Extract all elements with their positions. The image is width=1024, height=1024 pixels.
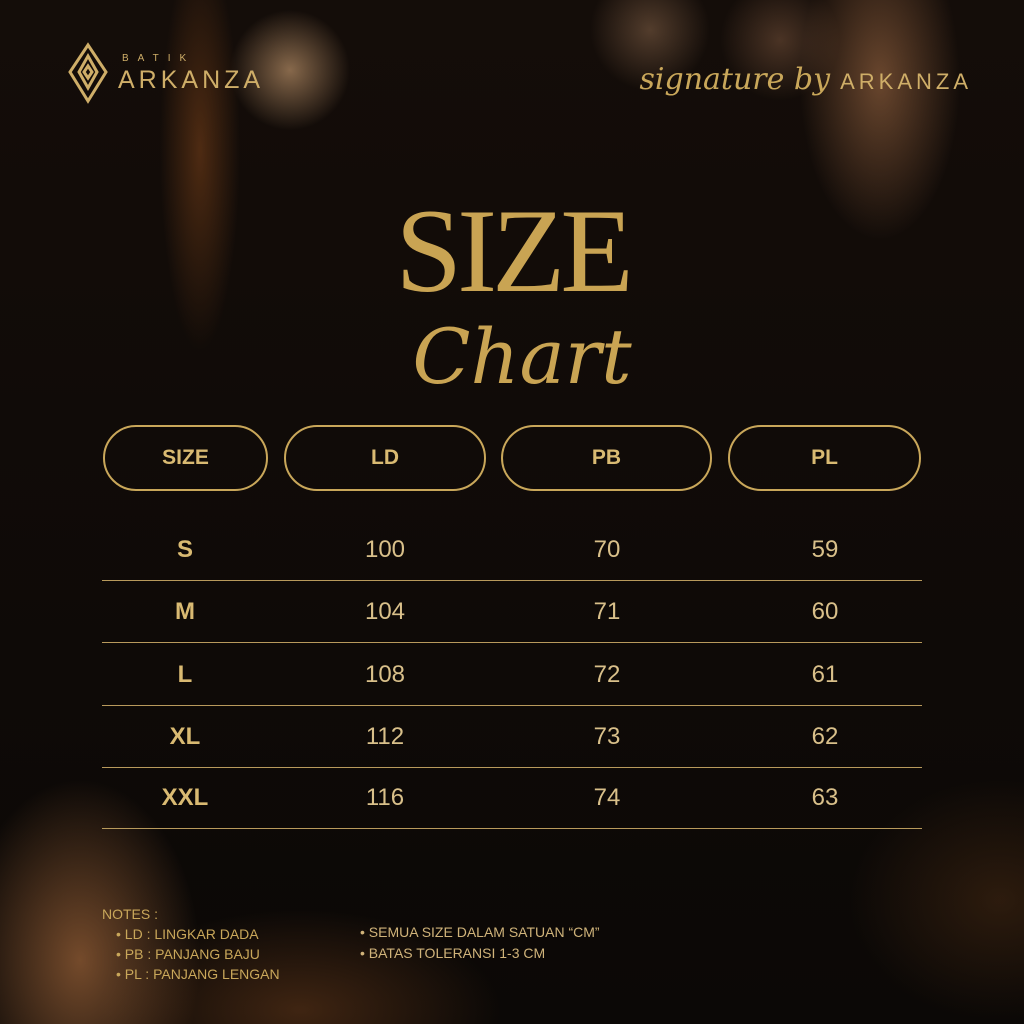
signature-name: ARKANZA <box>840 69 972 94</box>
pl-cell: 62 <box>811 723 839 750</box>
header-pb: PB <box>501 425 712 491</box>
header-ld: LD <box>284 425 486 491</box>
size-cell: XL <box>169 723 201 750</box>
pb-cell: 71 <box>593 598 621 625</box>
table-row: S 100 70 59 <box>102 520 922 581</box>
size-cell: M <box>175 598 195 625</box>
note-tolerance: BATAS TOLERANSI 1-3 CM <box>360 943 600 964</box>
table-row: XXL 116 74 63 <box>102 768 922 829</box>
header-size: SIZE <box>103 425 268 491</box>
ld-cell: 112 <box>365 723 405 750</box>
pl-cell: 61 <box>811 661 839 688</box>
note-ld: LD : LINGKAR DADA <box>116 924 280 944</box>
notes: NOTES : LD : LINGKAR DADA PB : PANJANG B… <box>102 904 280 984</box>
note-pl: PL : PANJANG LENGAN <box>116 964 280 984</box>
ld-cell: 116 <box>365 784 405 811</box>
signature: signature by ARKANZA <box>640 62 972 98</box>
brand-small: BATIK <box>122 53 196 64</box>
brand-name: ARKANZA <box>118 66 265 94</box>
ld-cell: 104 <box>364 598 406 625</box>
table-row: XL 112 73 62 <box>102 707 922 768</box>
pb-cell: 72 <box>593 661 621 688</box>
title-chart: Chart <box>412 312 632 401</box>
note-unit: SEMUA SIZE DALAM SATUAN “CM” <box>360 922 600 943</box>
size-cell: XXL <box>161 784 209 811</box>
size-cell: L <box>177 661 193 688</box>
ld-cell: 100 <box>364 536 406 563</box>
batik-diamond-icon <box>68 42 108 104</box>
size-cell: S <box>176 536 193 563</box>
table-row: L 108 72 61 <box>102 645 922 706</box>
header-pl: PL <box>728 425 921 491</box>
note-pb: PB : PANJANG BAJU <box>116 944 280 964</box>
signature-script: signature by <box>639 62 831 97</box>
pb-cell: 73 <box>593 723 621 750</box>
pb-cell: 70 <box>593 536 621 563</box>
pl-cell: 63 <box>811 784 839 811</box>
pb-cell: 74 <box>593 784 621 811</box>
notes-heading: NOTES : <box>102 906 159 922</box>
title-size: SIZE <box>395 184 633 317</box>
notes-extra: SEMUA SIZE DALAM SATUAN “CM” BATAS TOLER… <box>360 922 600 964</box>
brand-logo: BATIK ARKANZA <box>66 42 264 104</box>
pl-cell: 60 <box>811 598 839 625</box>
ld-cell: 108 <box>364 661 406 688</box>
pl-cell: 59 <box>811 536 839 563</box>
table-row: M 104 71 60 <box>102 582 922 643</box>
